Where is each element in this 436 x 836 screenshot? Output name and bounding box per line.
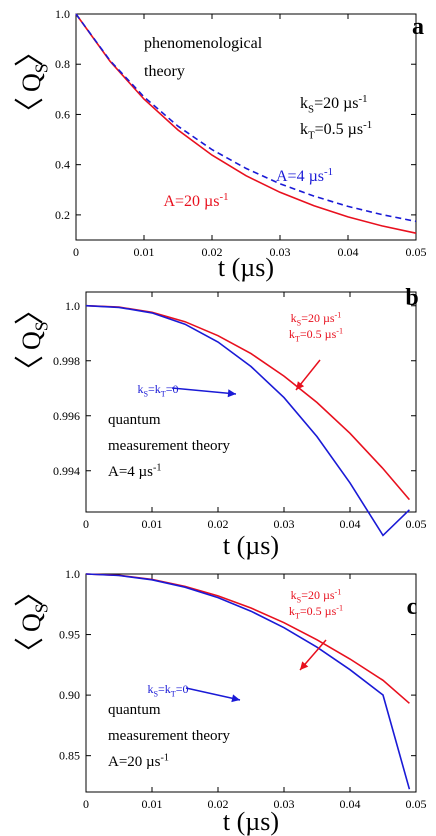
x-tick-label: 0.02	[208, 517, 229, 531]
x-tick-label: 0.04	[338, 245, 359, 259]
y-tick-label: 0.85	[59, 749, 80, 763]
y-axis-bracket: 〉	[14, 37, 47, 67]
y-axis-bracket: 〈	[14, 637, 47, 667]
y-tick-label: 0.95	[59, 628, 80, 642]
x-tick-label: 0.05	[406, 517, 427, 531]
y-tick-label: 1.0	[55, 7, 70, 21]
arrow-head	[231, 694, 240, 703]
y-axis-bracket: 〉	[14, 577, 47, 607]
y-tick-label: 1.0	[65, 299, 80, 313]
plot-frame	[85, 291, 417, 513]
arrow-line	[185, 687, 241, 701]
arrow-head	[227, 389, 236, 398]
x-tick-label: 0.05	[406, 797, 427, 811]
y-tick-label: 0.90	[59, 688, 80, 702]
x-tick-label: 0.01	[142, 797, 163, 811]
series-line	[85, 304, 410, 537]
series-label: kS=20 µs-1	[291, 310, 342, 327]
plot-frame	[75, 13, 417, 241]
arrow-line	[171, 387, 237, 395]
arrow-head	[296, 381, 305, 390]
annotation: kT=0.5 µs-1	[300, 119, 372, 142]
x-tick-label: 0.03	[274, 797, 295, 811]
arrow-head	[300, 661, 309, 670]
x-tick-label: 0.03	[274, 517, 295, 531]
series-label: A=20 µs-1	[163, 191, 228, 210]
x-axis-label: t (µs)	[223, 531, 279, 560]
x-tick-label: 0.04	[340, 797, 361, 811]
annotation: kS=20 µs-1	[300, 93, 368, 116]
x-tick-label: 0.05	[406, 245, 427, 259]
series-line	[85, 573, 410, 704]
y-tick-label: 0.4	[55, 158, 70, 172]
series-line	[75, 13, 417, 234]
y-axis-label-text: QS	[17, 321, 51, 350]
y-axis-label: 〈 QS〉	[14, 577, 51, 667]
annotation: A=20 µs-1	[108, 752, 169, 770]
y-axis-bracket: 〉	[14, 295, 47, 325]
x-tick-label: 0.04	[340, 517, 361, 531]
y-axis-label: 〈 QS〉	[14, 295, 51, 385]
y-tick-label: 0.996	[53, 409, 80, 423]
series-label: kS=20 µs-1	[291, 587, 342, 604]
panel-c: 0 0.01 0.02 0.03 0.04 0.05 0.85 0.90 0.95 1.0 t (µ…	[14, 567, 427, 836]
y-axis-label-text: QS	[17, 63, 51, 92]
panel-a: 0 0.01 0.02 0.03 0.04 0.05 0.2 0.4 0.6 0.8 1.0 t (µ…	[14, 7, 427, 282]
x-tick-label: 0.01	[134, 245, 155, 259]
series-line	[75, 13, 417, 223]
panel-letter: b	[405, 285, 418, 311]
panel-letter: a	[412, 14, 424, 40]
y-tick-label: 0.994	[53, 464, 80, 478]
series-line	[85, 573, 411, 790]
plot-frame	[85, 573, 417, 793]
x-tick-label: 0.01	[142, 517, 163, 531]
x-tick-label: 0	[83, 517, 89, 531]
annotation: quantum	[108, 412, 161, 428]
annotation: measurement theory	[108, 438, 231, 454]
series-label: kT=0.5 µs-1	[289, 603, 343, 620]
series-label: kT=0.5 µs-1	[289, 326, 343, 343]
y-tick-label: 0.2	[55, 208, 70, 222]
x-tick-label: 0	[83, 797, 89, 811]
y-tick-label: 0.6	[55, 107, 70, 121]
y-axis-label: 〈 QS〉	[14, 37, 51, 127]
annotation: A=4 µs-1	[108, 462, 162, 480]
x-tick-label: 0.03	[270, 245, 291, 259]
x-axis-label: t (µs)	[223, 807, 279, 836]
y-tick-label: 0.8	[55, 57, 70, 71]
x-tick-label: 0.02	[202, 245, 223, 259]
series-label: kS=kT=0	[147, 682, 188, 698]
y-axis-bracket: 〈	[14, 355, 47, 385]
y-axis-bracket: 〈	[14, 97, 47, 127]
annotation: phenomenological	[144, 35, 263, 52]
panel-letter: c	[407, 594, 418, 620]
y-tick-label: 1.0	[65, 567, 80, 581]
annotation: theory	[144, 63, 185, 80]
x-axis-label: t (µs)	[218, 253, 274, 282]
series-label: kS=kT=0	[137, 382, 178, 398]
panel-b: 0 0.01 0.02 0.03 0.04 0.05 0.994 0.996 0.998 1.0 t…	[14, 285, 427, 560]
y-tick-label: 0.998	[53, 354, 80, 368]
series-label: A=4 µs-1	[276, 166, 333, 185]
y-axis-label-text: QS	[17, 603, 51, 632]
annotation: measurement theory	[108, 728, 231, 744]
annotation: quantum	[108, 702, 161, 718]
x-tick-label: 0.02	[208, 797, 229, 811]
x-tick-label: 0	[73, 245, 79, 259]
